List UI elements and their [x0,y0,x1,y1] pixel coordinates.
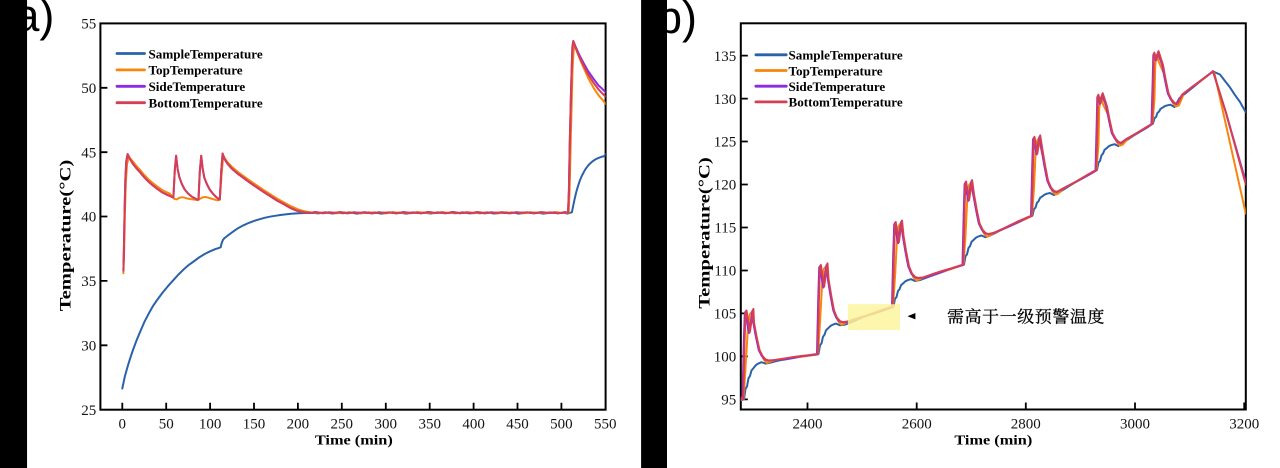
svg-text:SampleTemperature: SampleTemperature [149,46,263,61]
svg-text:TopTemperature: TopTemperature [789,63,883,78]
svg-text:55: 55 [81,17,96,33]
svg-text:130: 130 [714,92,737,108]
svg-text:Temperature(°C): Temperature(°C) [57,160,75,311]
svg-text:200: 200 [287,416,310,432]
svg-text:BottomTemperature: BottomTemperature [149,96,263,111]
svg-text:135: 135 [714,49,737,65]
svg-text:400: 400 [462,416,485,432]
svg-text:BottomTemperature: BottomTemperature [789,95,903,110]
svg-text:450: 450 [506,416,529,432]
svg-text:3000: 3000 [1120,416,1150,432]
svg-text:TopTemperature: TopTemperature [149,63,243,78]
svg-text:2600: 2600 [902,416,932,432]
svg-text:95: 95 [721,393,736,409]
svg-text:110: 110 [714,264,736,280]
svg-text:0: 0 [119,416,127,432]
svg-text:150: 150 [243,416,266,432]
svg-text:2400: 2400 [793,416,823,432]
svg-text:100: 100 [714,350,737,366]
svg-text:30: 30 [81,339,96,355]
svg-text:250: 250 [331,416,354,432]
svg-text:50: 50 [159,416,174,432]
svg-text:40: 40 [81,210,96,226]
svg-text:SampleTemperature: SampleTemperature [789,48,903,63]
svg-text:550: 550 [594,416,617,432]
svg-text:Temperature(°C): Temperature(°C) [696,157,714,308]
svg-text:125: 125 [714,135,737,151]
svg-text:105: 105 [714,307,737,323]
svg-text:SideTemperature: SideTemperature [789,79,886,94]
svg-text:100: 100 [199,416,222,432]
svg-text:45: 45 [81,145,96,161]
svg-text:Time (min): Time (min) [954,433,1032,449]
svg-text:b): b) [657,0,697,43]
svg-text:SideTemperature: SideTemperature [149,79,246,94]
svg-text:2800: 2800 [1011,416,1041,432]
svg-text:35: 35 [81,274,96,290]
svg-text:350: 350 [418,416,441,432]
svg-text:Time (min): Time (min) [315,433,393,449]
svg-text:300: 300 [375,416,398,432]
svg-text:500: 500 [550,416,573,432]
svg-text:115: 115 [714,221,736,237]
svg-text:25: 25 [81,403,96,419]
svg-text:50: 50 [81,81,96,97]
svg-text:a): a) [14,0,54,41]
svg-text:3200: 3200 [1229,416,1259,432]
svg-text:120: 120 [714,178,737,194]
